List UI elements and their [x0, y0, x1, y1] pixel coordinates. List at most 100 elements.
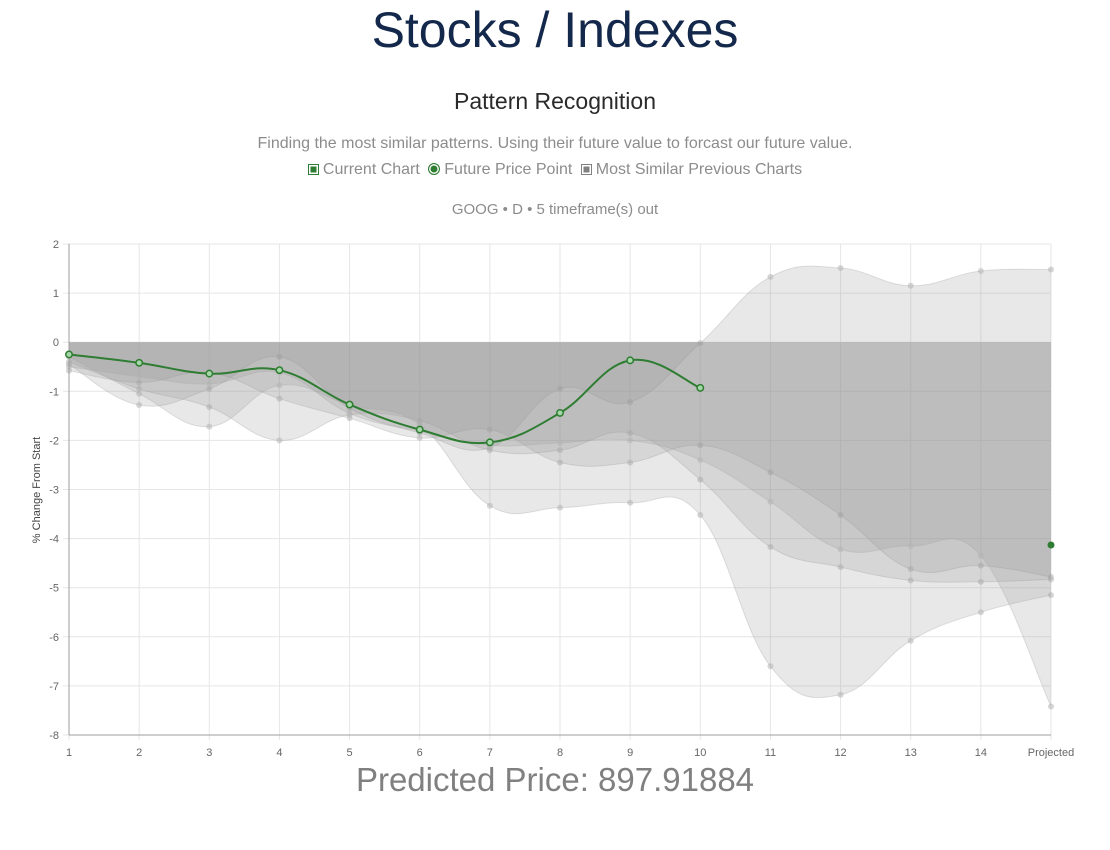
- current-series-point: [345, 400, 354, 409]
- similar-series-point: [697, 476, 704, 483]
- similar-series-point: [557, 385, 563, 392]
- x-tick-label: 13: [905, 747, 917, 759]
- similar-series-point: [136, 373, 143, 380]
- similar-series-line-4: [68, 356, 1052, 699]
- x-tick-label: 10: [694, 747, 706, 759]
- x-tick-label: 3: [206, 747, 212, 759]
- similar-series-point: [767, 543, 774, 550]
- similar-series-point: [697, 442, 704, 449]
- legend-label-similar: Most Similar Previous Charts: [595, 161, 803, 178]
- x-tick-label: 2: [136, 747, 142, 759]
- current-series-line: [68, 353, 701, 445]
- x-tick-label: Projected: [1028, 747, 1074, 759]
- similar-series-point: [557, 447, 563, 454]
- similar-series-point: [977, 578, 984, 585]
- similar-series-point: [697, 512, 704, 519]
- legend-swatch-future: [428, 163, 441, 175]
- similar-series-point: [977, 552, 984, 559]
- similar-series-point: [837, 546, 844, 553]
- legend-item-future[interactable]: Future Price Point: [428, 160, 572, 180]
- x-tick-label: 7: [487, 747, 493, 759]
- x-tick-label: 12: [834, 747, 846, 759]
- y-tick-label: 0: [53, 337, 59, 349]
- legend-item-current[interactable]: Current Chart: [307, 160, 420, 180]
- current-series-layer: [65, 350, 1055, 549]
- similar-series-point: [557, 439, 563, 446]
- y-tick-label: -1: [49, 386, 59, 398]
- grid-layer: [63, 243, 1052, 736]
- similar-series-point: [977, 268, 984, 275]
- page-title: Stocks / Indexes: [371, 2, 739, 58]
- similar-series-point: [276, 395, 283, 402]
- y-tick-label: -6: [49, 632, 59, 644]
- x-tick-label: 11: [765, 747, 776, 759]
- similar-series-point: [206, 380, 213, 387]
- y-tick-label: -2: [49, 435, 59, 447]
- predicted-price-value: 897.91884: [598, 761, 755, 798]
- section-description: Finding the most similar patterns. Using…: [257, 135, 853, 152]
- similar-series-point: [907, 577, 914, 584]
- legend-swatch-similar: [580, 164, 592, 175]
- similar-series-point: [206, 423, 213, 430]
- future-price-point: [1047, 541, 1055, 549]
- section-title: Pattern Recognition: [453, 88, 656, 114]
- similar-series-area-5: [69, 342, 1051, 707]
- similar-series-area-3: [69, 342, 1051, 583]
- current-series-point: [696, 383, 705, 392]
- pattern-chart: 210-1-2-3-4-5-6-7-81 2 3 4 5 6 7 8 9 10 11 12 13 14 Pr…: [31, 239, 1074, 759]
- similar-series-point: [627, 437, 634, 444]
- x-tick-label: 5: [347, 747, 353, 759]
- similar-series-point: [837, 265, 844, 272]
- similar-series-area-4: [69, 342, 1051, 698]
- current-series-point: [626, 356, 635, 365]
- similar-series-point: [416, 434, 423, 441]
- similar-series-point: [276, 382, 283, 389]
- similar-series-point: [907, 282, 914, 289]
- current-series-point: [275, 366, 284, 375]
- similar-series-point: [907, 566, 914, 573]
- x-tick-label: 6: [417, 747, 423, 759]
- current-series-point: [415, 425, 424, 434]
- similar-series-point: [206, 404, 213, 411]
- similar-series-point: [486, 447, 493, 454]
- similar-series-layer: [66, 265, 1054, 710]
- current-series-point: [205, 369, 214, 378]
- similar-series-point: [136, 379, 143, 386]
- similar-series-point: [907, 637, 914, 644]
- y-tick-label: 2: [53, 239, 59, 251]
- x-tick-label: 14: [975, 747, 987, 759]
- similar-series-point: [767, 469, 774, 476]
- x-tick-label: 8: [557, 747, 563, 759]
- y-tick-label: -5: [49, 583, 59, 595]
- similar-series-point: [557, 504, 563, 511]
- similar-series-point: [557, 459, 563, 466]
- similar-series-point: [486, 426, 493, 433]
- chart-subtitle: GOOG • D • 5 timeframe(s) out: [451, 201, 659, 218]
- similar-series-point: [627, 430, 634, 437]
- similar-series-point: [977, 562, 984, 569]
- similar-series-point: [276, 353, 283, 360]
- similar-series-point: [767, 273, 774, 280]
- similar-series-point: [697, 340, 704, 347]
- similar-series-point: [206, 385, 213, 392]
- similar-series-point: [136, 390, 143, 397]
- similar-series-point: [1048, 592, 1054, 599]
- similar-series-point: [136, 385, 143, 392]
- similar-series-point: [1048, 266, 1054, 273]
- y-tick-label: -8: [49, 730, 59, 742]
- legend-item-similar[interactable]: Most Similar Previous Charts: [580, 160, 803, 180]
- y-axis-label: % Change From Start: [31, 437, 43, 543]
- x-tick-label: 9: [627, 747, 633, 759]
- similar-series-point: [136, 402, 143, 409]
- similar-series-point: [627, 459, 634, 466]
- similar-series-point: [837, 564, 844, 571]
- y-tick-label: -4: [49, 534, 59, 546]
- current-series-point: [556, 408, 564, 417]
- similar-series-point: [767, 663, 774, 670]
- similar-series-point: [907, 542, 914, 549]
- x-tick-label: 1: [66, 747, 72, 759]
- y-tick-label: -7: [49, 681, 59, 693]
- similar-series-point: [486, 502, 493, 509]
- x-tick-label: 4: [276, 747, 282, 759]
- similar-series-point: [627, 499, 634, 506]
